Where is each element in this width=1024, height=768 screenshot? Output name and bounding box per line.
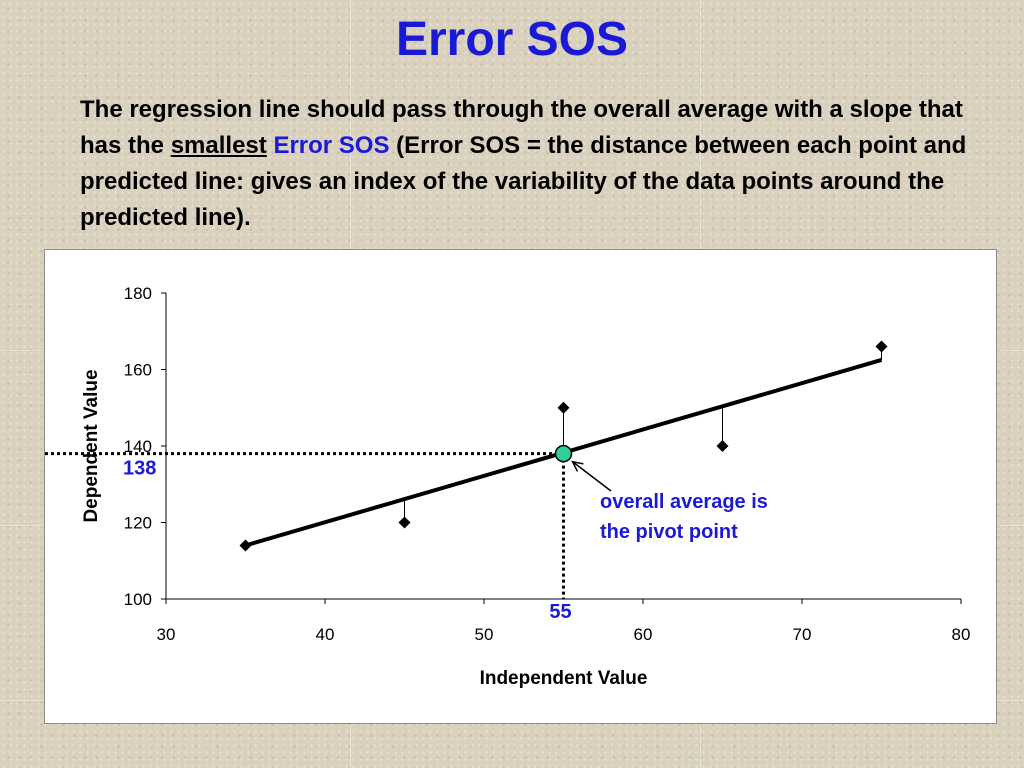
data-points (239, 340, 888, 552)
x-tick-label: 50 (475, 625, 494, 644)
y-tick-label: 160 (124, 361, 152, 380)
y-tick-label: 100 (124, 590, 152, 609)
x-tick-label: 70 (793, 625, 812, 644)
chart-labels: Independent Value Dependent Value 138 55 ove… (81, 369, 768, 689)
pivot-x-value-label: 55 (549, 601, 571, 623)
data-point (239, 539, 252, 552)
chart-axes: 100 120 140 160 180 30 40 50 60 70 80 (124, 284, 971, 644)
pivot-annotation-text: overall average is (600, 491, 768, 513)
annotation-arrow-head (571, 460, 584, 472)
y-tick-label: 140 (124, 437, 152, 456)
slide-description: The regression line should pass through … (80, 92, 980, 236)
data-point (875, 340, 888, 353)
description-text-continued: (Error SOS = the distance between each p… (80, 132, 967, 231)
description-highlight: Error SOS (273, 132, 390, 159)
slide-title: Error SOS (395, 13, 629, 66)
pivot-y-value-label: 138 (123, 458, 156, 480)
data-point (716, 440, 729, 452)
scatter-chart: 100 120 140 160 180 30 40 50 60 70 80 Independent … (45, 284, 971, 689)
pivot-annotation-text: the pivot point (600, 521, 738, 543)
x-axis-title: Independent Value (480, 668, 648, 689)
data-point (557, 401, 570, 414)
pivot-guides (45, 452, 565, 599)
x-tick-label: 40 (316, 625, 335, 644)
x-tick-label: 30 (157, 625, 176, 644)
chart-panel: 100 120 140 160 180 30 40 50 60 70 80 Independent … (44, 249, 997, 724)
x-tick-label: 60 (634, 625, 653, 644)
annotation-arrow-line (572, 461, 612, 492)
description-text: The regression line should pass through … (80, 96, 963, 159)
pivot-point (554, 444, 573, 463)
y-tick-label: 120 (124, 514, 152, 533)
x-tick-label: 80 (952, 625, 971, 644)
data-point (398, 516, 411, 529)
description-underlined-word: smallest (170, 132, 267, 159)
y-axis-title: Dependent Value (81, 369, 102, 522)
y-tick-label: 180 (124, 284, 152, 303)
